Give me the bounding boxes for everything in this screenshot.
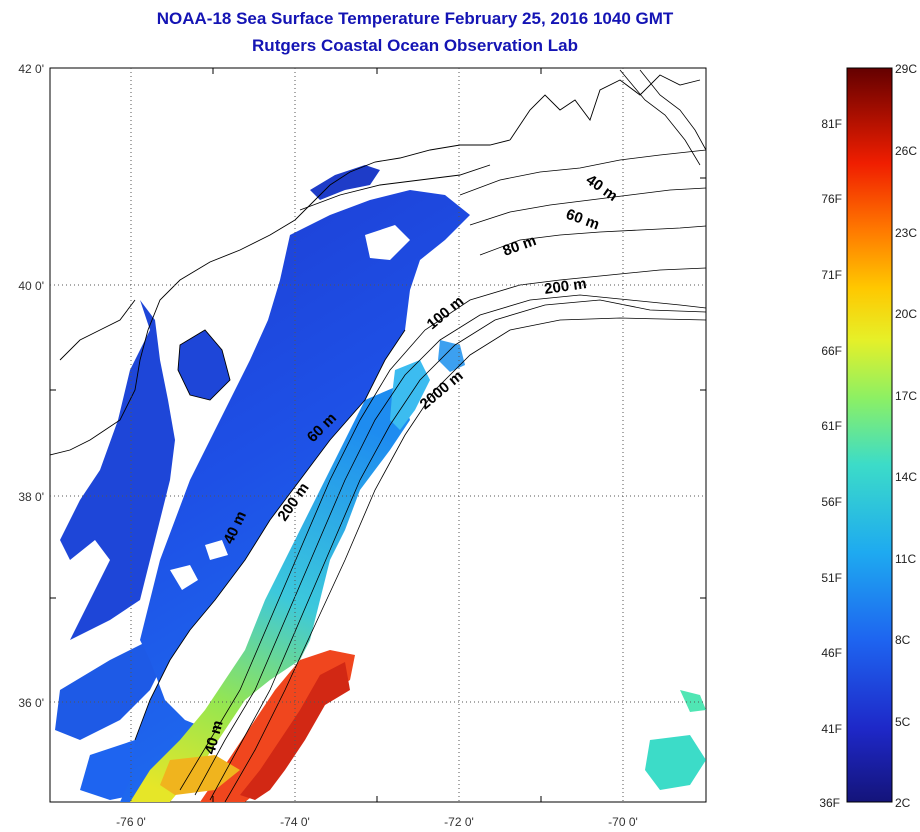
map-body: 40 m 60 m 80 m 200 m 100 m 2000 m 60 m 2… <box>50 69 706 802</box>
colorbar-fahrenheit-labels: 81F 76F 71F 66F 61F 56F 51F 46F 41F 36F <box>819 117 842 810</box>
fahrenheit-label: 36F <box>819 796 840 810</box>
chesapeake-bay <box>60 300 175 640</box>
delaware-bay <box>178 330 230 400</box>
celsius-label: 17C <box>895 389 917 403</box>
offshore-patch-2 <box>438 340 465 372</box>
fahrenheit-label: 61F <box>821 419 842 433</box>
lon-tick-label: -74 0' <box>280 815 310 829</box>
fahrenheit-label: 66F <box>821 344 842 358</box>
shelf-water-cold <box>120 190 470 802</box>
fahrenheit-label: 41F <box>821 722 842 736</box>
bathymetry-contours <box>179 69 706 802</box>
cloud-gap-1 <box>170 565 198 590</box>
lon-tick-label: -76 0' <box>116 815 146 829</box>
warm-yellow-tongue <box>160 755 240 795</box>
celsius-label: 11C <box>895 552 916 566</box>
celsius-label: 29C <box>895 62 917 76</box>
shelf-water-outer <box>130 385 410 802</box>
celsius-label: 23C <box>895 226 917 240</box>
lon-tick-label: -70 0' <box>608 815 638 829</box>
lat-tick-label: 38 0' <box>18 490 44 504</box>
celsius-label: 5C <box>895 715 911 729</box>
fahrenheit-label: 46F <box>821 646 842 660</box>
colorbar-celsius-labels: 29C 26C 23C 20C 17C 14C 11C 8C 5C 2C <box>895 62 917 810</box>
frame-ticks <box>50 68 706 802</box>
offshore-patch-3 <box>645 735 706 790</box>
depth-label-200m-north: 200 m <box>543 275 587 298</box>
lat-tick-label: 40 0' <box>18 279 44 293</box>
coastlines <box>50 74 701 741</box>
fahrenheit-label: 51F <box>821 571 842 585</box>
fahrenheit-label: 81F <box>821 117 842 131</box>
pamlico-sound <box>55 640 170 740</box>
offshore-patch-4 <box>680 690 706 712</box>
cloud-gap-2 <box>205 540 228 560</box>
lon-tick-label: -72 0' <box>444 815 474 829</box>
longitude-ticks: -76 0' -74 0' -72 0' -70 0' <box>116 815 638 829</box>
latitude-ticks: 42 0' 40 0' 38 0' 36 0' <box>18 62 44 710</box>
celsius-label: 14C <box>895 470 917 484</box>
map-subtitle: Rutgers Coastal Ocean Observation Lab <box>252 36 578 55</box>
map-title: NOAA-18 Sea Surface Temperature February… <box>156 9 674 28</box>
celsius-label: 20C <box>895 307 917 321</box>
graticule <box>50 68 706 802</box>
long-island-sound <box>310 165 380 200</box>
fahrenheit-label: 71F <box>821 268 842 282</box>
celsius-label: 2C <box>895 796 911 810</box>
fahrenheit-label: 56F <box>821 495 842 509</box>
gulf-stream-hot <box>240 662 350 800</box>
lat-tick-label: 42 0' <box>18 62 44 76</box>
fahrenheit-label: 76F <box>821 192 842 206</box>
lat-tick-label: 36 0' <box>18 696 44 710</box>
celsius-label: 26C <box>895 144 917 158</box>
temperature-colorbar <box>846 67 893 803</box>
cloud-gap-3 <box>365 225 410 260</box>
celsius-label: 8C <box>895 633 911 647</box>
